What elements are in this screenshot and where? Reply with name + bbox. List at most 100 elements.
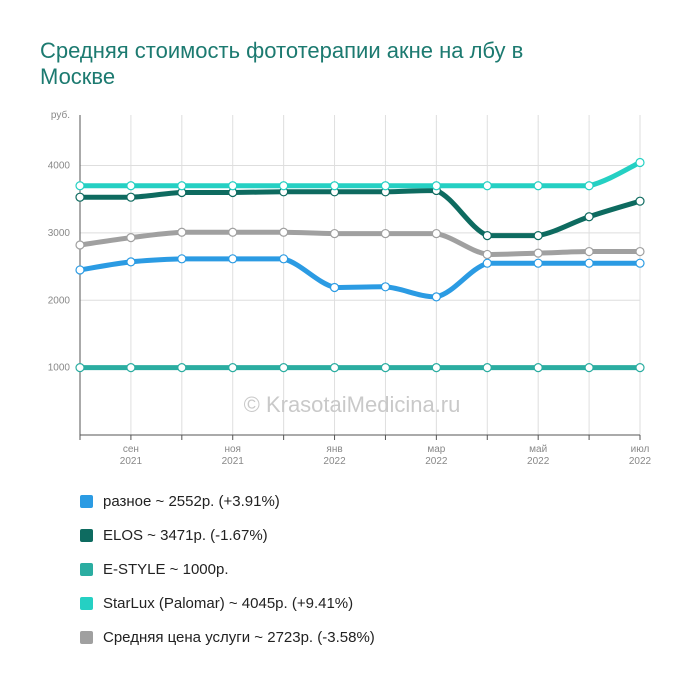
data-point (635, 258, 645, 268)
data-point (126, 233, 136, 243)
legend-item[interactable]: разное ~ 2552р. (+3.91%) (80, 484, 375, 518)
data-point (482, 363, 492, 373)
series-line (77, 256, 643, 300)
data-point (177, 227, 187, 237)
y-tick-label: 2000 (48, 295, 71, 306)
data-point (279, 363, 289, 373)
data-point (380, 228, 391, 239)
x-tick-label-year: 2022 (629, 456, 652, 467)
legend-item[interactable]: StarLux (Palomar) ~ 4045р. (+9.41%) (80, 586, 375, 620)
series-starlux-palomar- (75, 157, 645, 191)
y-tick-label: 4000 (48, 161, 71, 172)
legend-label: ELOS ~ 3471р. (-1.67%) (103, 526, 268, 544)
series-group (75, 157, 645, 373)
data-point (329, 282, 340, 293)
data-point (126, 363, 136, 373)
data-point (533, 258, 543, 268)
line-chart: 1000200030004000руб.сен2021ноя2021янв202… (48, 109, 652, 467)
legend-swatch (80, 596, 93, 610)
x-tick-label-month: янв (326, 444, 342, 455)
data-point (584, 246, 594, 257)
x-tick-label-year: 2022 (425, 456, 448, 467)
legend-swatch (80, 630, 93, 644)
data-point (584, 258, 594, 268)
data-point (75, 265, 85, 275)
legend-item[interactable]: ELOS ~ 3471р. (-1.67%) (80, 518, 375, 552)
data-point (431, 363, 441, 373)
legend-swatch (80, 562, 93, 576)
series-e-style (75, 363, 645, 373)
data-point (75, 192, 85, 202)
data-point (279, 227, 289, 237)
data-point (380, 282, 391, 292)
x-tick-label-month: мар (427, 444, 445, 455)
x-tick-label-month: май (529, 444, 547, 455)
legend-item[interactable]: E-STYLE ~ 1000р. (80, 552, 375, 586)
grid (79, 115, 641, 435)
data-point (533, 363, 543, 373)
y-tick-label: 3000 (48, 228, 71, 239)
x-tick-label-year: 2022 (527, 456, 550, 467)
legend-label: StarLux (Palomar) ~ 4045р. (+9.41%) (103, 594, 354, 612)
y-tick-label: 1000 (48, 363, 71, 374)
data-point (380, 181, 391, 191)
data-point (126, 192, 136, 202)
data-point (279, 254, 289, 264)
data-point (482, 181, 492, 191)
data-point (482, 258, 492, 268)
data-point (228, 181, 238, 191)
legend-label: Средняя цена услуги ~ 2723р. (-3.58%) (103, 628, 375, 646)
series-line (77, 229, 643, 257)
data-point (431, 181, 441, 191)
data-point (329, 363, 340, 373)
series-разное (75, 254, 645, 302)
x-tick-label-year: 2021 (222, 456, 245, 467)
chart-title: Средняя стоимость фототерапии акне на лб… (40, 38, 524, 89)
x-tick-label-year: 2022 (323, 456, 346, 467)
data-point (228, 363, 238, 373)
legend-swatch (80, 528, 93, 542)
data-point (635, 246, 645, 257)
legend-item[interactable]: Средняя цена услуги ~ 2723р. (-3.58%) (80, 620, 375, 654)
x-tick-label-year: 2021 (120, 456, 143, 467)
data-point (584, 212, 594, 222)
data-point (533, 248, 543, 258)
data-point (75, 240, 85, 250)
axes: 1000200030004000руб.сен2021ноя2021янв202… (48, 109, 652, 467)
legend: разное ~ 2552р. (+3.91%) ELOS ~ 3471р. (-… (80, 484, 375, 654)
data-point (126, 181, 136, 191)
y-axis-unit: руб. (51, 109, 70, 121)
data-point (431, 292, 441, 302)
data-point (75, 181, 85, 191)
data-point (177, 363, 187, 373)
data-point (635, 157, 645, 168)
data-point (329, 228, 340, 239)
data-point (177, 254, 187, 264)
data-point (584, 181, 594, 191)
data-point (329, 181, 340, 191)
data-point (75, 363, 85, 373)
data-point (177, 181, 187, 191)
data-point (279, 181, 289, 191)
data-point (482, 249, 492, 260)
series-line (77, 187, 643, 239)
data-point (228, 254, 238, 264)
data-point (533, 181, 543, 191)
watermark: © KrasotaiMedicina.ru (244, 392, 461, 417)
data-point (635, 196, 645, 206)
x-tick-label-month: ноя (224, 444, 241, 455)
legend-label: E-STYLE ~ 1000р. (103, 560, 229, 578)
data-point (126, 257, 136, 267)
legend-swatch (80, 494, 93, 508)
data-point (533, 230, 543, 241)
data-point (635, 363, 645, 373)
x-tick-label-month: июл (631, 444, 650, 455)
data-point (431, 228, 441, 239)
data-point (228, 227, 238, 237)
x-tick-label-month: сен (123, 444, 139, 455)
series-средняя-цена-услуги (75, 227, 645, 260)
data-point (482, 230, 492, 241)
data-point (584, 363, 594, 373)
data-point (380, 363, 391, 373)
legend-label: разное ~ 2552р. (+3.91%) (103, 492, 280, 510)
